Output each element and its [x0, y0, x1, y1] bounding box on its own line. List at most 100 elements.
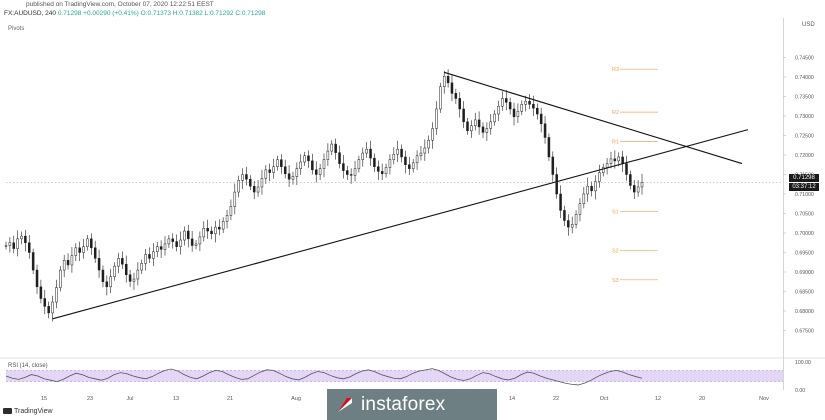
candle-body	[74, 247, 78, 256]
candle-body	[163, 243, 167, 250]
ascending-trendline	[52, 129, 749, 320]
candle-body	[260, 178, 264, 188]
candle-body	[179, 239, 182, 247]
candle-body	[632, 185, 636, 193]
candle-body	[361, 152, 365, 160]
price-tick-label: 0.72000	[795, 153, 814, 159]
candle-body	[590, 185, 593, 192]
symbol-row: FX:AUDUSD, 240 0.71298 +0.00290 (+0.41%)…	[4, 10, 265, 17]
candle-body	[198, 236, 202, 245]
candle-body	[427, 139, 430, 149]
candle-body	[543, 123, 547, 138]
candle-body	[528, 100, 531, 105]
candle-body	[190, 238, 194, 246]
candle-body	[167, 238, 171, 245]
candle-body	[353, 168, 357, 176]
candle-body	[225, 215, 229, 222]
candle-body	[132, 278, 136, 282]
candle-body	[268, 169, 271, 173]
price-axis[interactable]	[783, 18, 825, 390]
candle-body	[570, 224, 574, 228]
candle-body	[555, 174, 558, 195]
pivot-label-s3: S3	[612, 278, 619, 284]
pivot-label-s1: S1	[612, 210, 619, 216]
time-tick-label: Jul	[126, 396, 133, 402]
candle-body	[636, 186, 640, 193]
candle-body	[287, 173, 291, 180]
candle-body	[144, 254, 147, 264]
candle-body	[625, 163, 628, 175]
price-tick-label: 0.72500	[795, 134, 814, 140]
symbol-change: +0.00290 (+0.41%)	[83, 10, 139, 17]
candle-body	[62, 260, 66, 271]
candle-body	[109, 276, 112, 288]
price-tick-label: 0.74000	[795, 75, 814, 81]
candle-body	[117, 258, 120, 267]
candle-body	[380, 171, 384, 174]
candle-body	[210, 230, 213, 235]
candle-body	[473, 119, 477, 127]
candle-body	[12, 242, 16, 249]
instaforex-watermark: instaforex	[327, 389, 497, 420]
candle-body	[532, 104, 535, 109]
candle-body	[458, 98, 461, 110]
candle-body	[206, 228, 209, 232]
candle-body	[183, 230, 186, 241]
candle-body	[439, 86, 442, 110]
time-tick-label: 22	[553, 396, 559, 402]
candle-body	[629, 174, 632, 186]
candle-body	[314, 169, 318, 175]
candle-body	[392, 153, 396, 160]
price-tick-label: 0.73500	[795, 95, 814, 101]
candle-body	[272, 166, 275, 173]
candle-body	[16, 238, 19, 249]
candle-body	[70, 255, 74, 266]
candle-body	[516, 111, 520, 118]
candle-body	[617, 156, 620, 162]
candle-body	[276, 159, 279, 167]
descending-trendline	[444, 71, 743, 165]
price-tick-label: 0.68500	[795, 290, 814, 296]
candle-body	[101, 269, 105, 282]
time-tick-label: 20	[699, 396, 705, 402]
rsi-label[interactable]: RSI (14, close)	[8, 363, 48, 369]
candle-body	[187, 230, 190, 240]
candle-body	[396, 148, 399, 155]
pivot-label-r2: R2	[612, 110, 619, 116]
candle-body	[408, 164, 411, 169]
candle-body	[241, 174, 244, 181]
countdown-tag: 03:37:12	[789, 183, 819, 191]
candle-body	[307, 155, 310, 162]
candle-body	[485, 128, 489, 133]
candle-body	[264, 169, 268, 179]
candle-body	[121, 258, 124, 265]
candle-body	[598, 172, 601, 182]
candle-body	[291, 176, 295, 180]
candle-body	[233, 191, 237, 207]
pivots-indicator-label[interactable]: Pivots	[8, 26, 25, 32]
time-tick-label: Oct	[600, 396, 609, 402]
watermark-text: instaforex	[361, 393, 446, 415]
candle-body	[159, 246, 163, 250]
candle-body	[450, 82, 454, 94]
candle-body	[536, 107, 539, 115]
price-tick-label: 0.73000	[795, 114, 814, 120]
tradingview-logo[interactable]: TradingView	[3, 408, 53, 415]
currency-label: USD	[802, 22, 815, 28]
candle-body	[601, 167, 605, 173]
candle-body	[171, 238, 175, 242]
time-tick-label: 13	[173, 396, 179, 402]
candle-body	[322, 159, 326, 169]
candle-body	[140, 263, 143, 271]
candle-body	[594, 181, 597, 192]
candle-body	[97, 258, 101, 271]
time-tick-label: 21	[227, 396, 233, 402]
candle-body	[148, 254, 151, 259]
candle-body	[299, 161, 302, 169]
candle-body	[93, 247, 97, 259]
candle-body	[24, 235, 27, 243]
candle-body	[621, 156, 624, 164]
candle-body	[559, 193, 562, 211]
candle-body	[78, 247, 81, 253]
